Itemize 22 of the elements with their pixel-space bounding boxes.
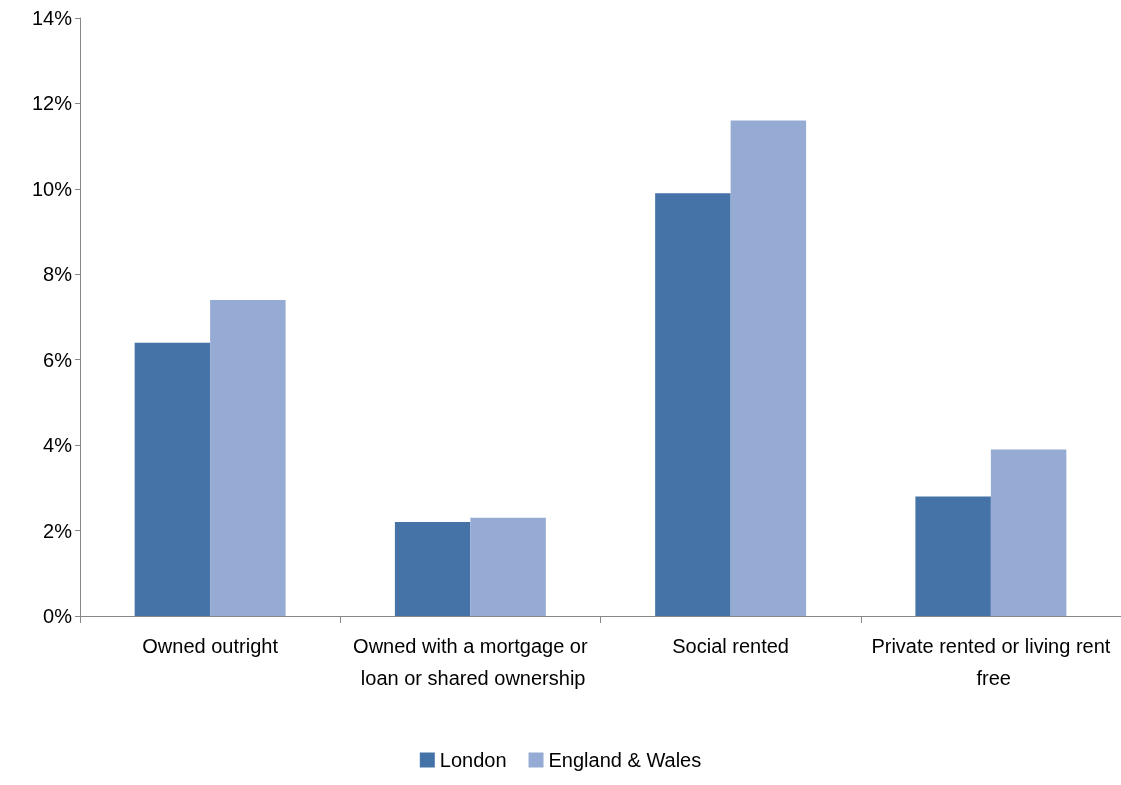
x-tick-label: Private rented or living rent free xyxy=(871,635,1111,689)
legend-label: England & Wales xyxy=(548,749,702,771)
y-tick-label: 2% xyxy=(43,519,73,542)
y-tick-label: 14% xyxy=(31,7,73,29)
y-tick-label: 0% xyxy=(43,605,73,627)
bar xyxy=(210,299,286,616)
y-tick-label: 4% xyxy=(43,434,73,457)
bar xyxy=(134,342,211,616)
y-tick-label: 8% xyxy=(43,263,73,286)
bar xyxy=(394,522,471,616)
x-tick-label: Owned with a mortgage or loan or shared ownership xyxy=(353,635,588,689)
bar xyxy=(915,496,991,616)
y-tick-label: 12% xyxy=(31,92,73,115)
x-tick-label: Owned outright xyxy=(142,635,279,657)
bar xyxy=(470,517,546,616)
x-tick-label: Social rented xyxy=(672,635,789,657)
y-tick-label: 6% xyxy=(43,348,73,371)
bar xyxy=(730,120,807,616)
bar xyxy=(655,193,731,616)
legend-label: London xyxy=(439,749,507,771)
y-tick-label: 10% xyxy=(31,177,73,200)
bar xyxy=(990,449,1067,616)
